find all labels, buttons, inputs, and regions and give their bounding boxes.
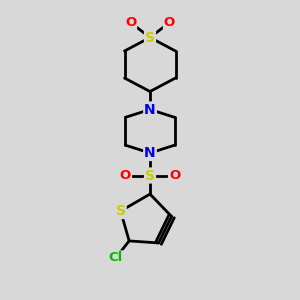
Text: Cl: Cl <box>109 251 123 264</box>
Text: N: N <box>144 103 156 116</box>
Text: O: O <box>120 169 131 182</box>
Text: O: O <box>164 16 175 29</box>
Text: S: S <box>145 169 155 182</box>
Text: O: O <box>169 169 180 182</box>
Text: O: O <box>125 16 136 29</box>
Text: S: S <box>116 204 126 218</box>
Text: N: N <box>144 146 156 160</box>
Text: S: S <box>145 31 155 44</box>
